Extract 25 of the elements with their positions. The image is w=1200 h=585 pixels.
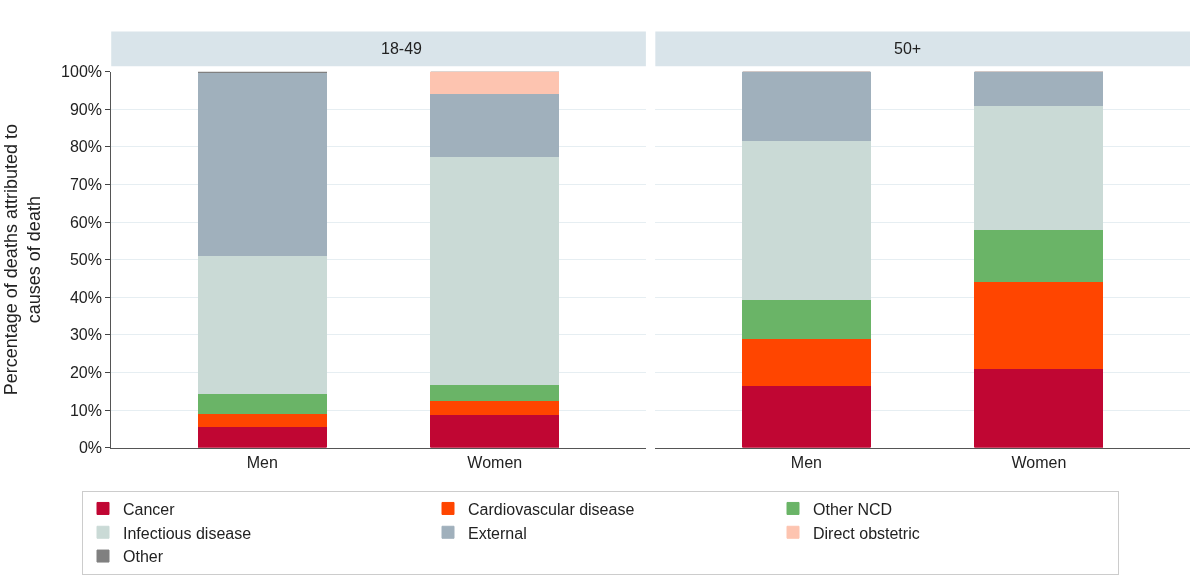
y-tick-label: 0% xyxy=(78,439,103,457)
x-tick-label: Women xyxy=(1011,453,1067,471)
legend-label: Cardiovascular disease xyxy=(468,500,635,518)
y-tick-label: 40% xyxy=(69,288,103,306)
x-tick-label: Men xyxy=(246,453,278,471)
y-tick-label: 100% xyxy=(61,63,103,81)
y-tick-label: 60% xyxy=(69,213,103,231)
legend-label: External xyxy=(468,524,527,542)
x-tick-label: Men xyxy=(790,453,822,471)
legend-label: Cancer xyxy=(123,500,176,518)
x-tick-label: Women xyxy=(467,453,523,471)
y-tick-label: 50% xyxy=(69,251,103,269)
y-tick-label: 80% xyxy=(69,138,103,156)
chart-title: 50+ xyxy=(894,40,922,57)
chart-title: 18-49 xyxy=(381,40,423,57)
legend-label: Other xyxy=(123,548,164,566)
y-tick-label: 90% xyxy=(69,100,103,118)
y-tick-label: 70% xyxy=(69,176,103,194)
legend-label: Infectious disease xyxy=(123,524,252,542)
y-tick-label: 10% xyxy=(69,401,103,419)
legend-label: Direct obstetric xyxy=(813,524,920,542)
y-axis-title: Percentage of deaths attributed to causes of death xyxy=(0,124,45,396)
y-tick-label: 20% xyxy=(69,364,103,382)
legend-label: Other NCD xyxy=(813,500,893,518)
y-tick-label: 30% xyxy=(69,326,103,344)
